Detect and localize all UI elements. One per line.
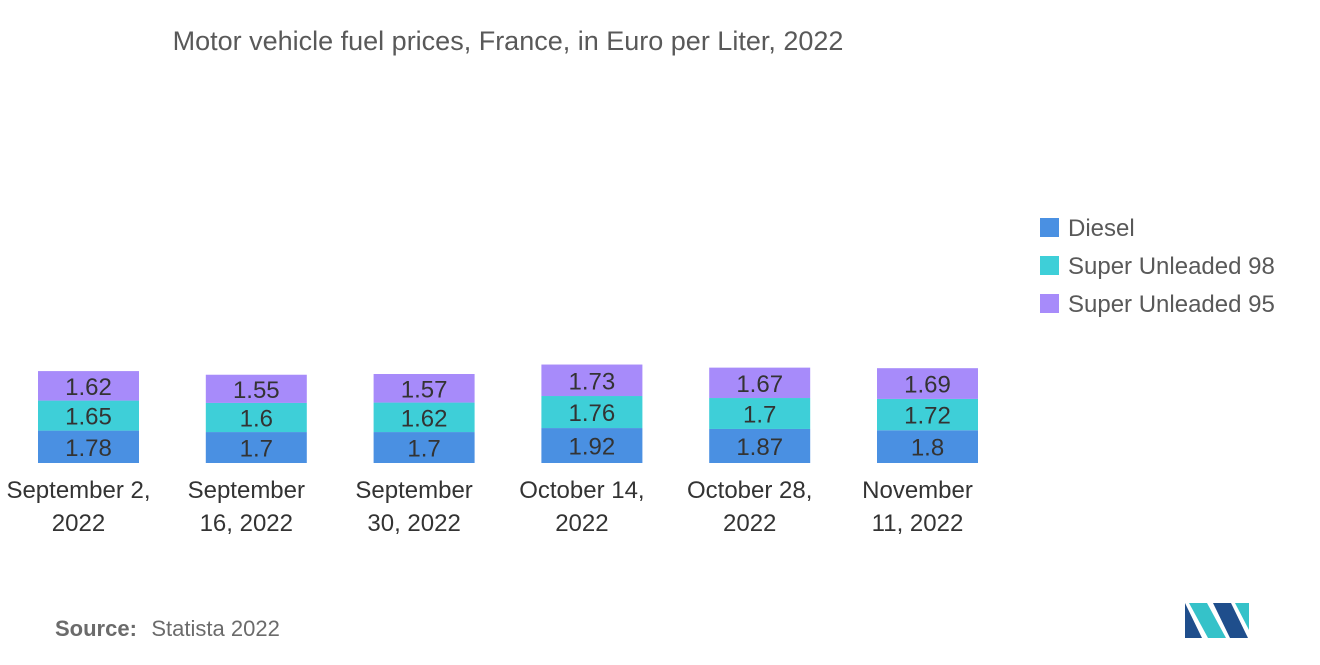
bar-segment-diesel-4 — [709, 428, 811, 463]
bar-segment-diesel-0 — [38, 430, 139, 463]
bar-value-label: 1.62 — [401, 405, 448, 432]
bar-segment-diesel-3 — [541, 428, 643, 463]
bar-segment-super-unleaded-98-3 — [541, 396, 643, 429]
source-text: Statista 2022 — [151, 616, 279, 641]
legend-label: Super Unleaded 98 — [1068, 253, 1275, 280]
source-label: Source: — [55, 616, 137, 641]
category-label: 30, 2022 — [367, 510, 460, 537]
bar-value-label: 1.57 — [401, 376, 448, 403]
category-label: October 28, — [687, 477, 812, 504]
source-line: Source: Statista 2022 — [55, 616, 280, 641]
bar-value-label: 1.78 — [65, 435, 112, 462]
category-label: 16, 2022 — [200, 510, 293, 537]
bar-segment-super-unleaded-98-2 — [373, 402, 475, 433]
bar-value-label: 1.67 — [736, 371, 783, 398]
bar-value-label: 1.76 — [569, 400, 616, 427]
bar-value-label: 1.7 — [407, 436, 440, 463]
bar-segment-super-unleaded-95-5 — [877, 368, 978, 399]
bar-value-label: 1.87 — [736, 434, 783, 461]
logo-mid-shape-2 — [1213, 603, 1248, 638]
bar-segment-super-unleaded-95-2 — [373, 374, 475, 403]
legend-swatch — [1040, 218, 1059, 237]
legend-swatch — [1040, 294, 1059, 313]
bar-segment-super-unleaded-98-5 — [877, 398, 978, 431]
category-labels: September 2, 2022 September 16, 2022 Septemb… — [6, 477, 972, 537]
category-label: November — [862, 477, 973, 504]
bar-segment-super-unleaded-95-3 — [541, 364, 643, 397]
bar-segment-super-unleaded-98-0 — [38, 400, 139, 431]
category-label: 11, 2022 — [872, 510, 964, 537]
bar-segment-super-unleaded-95-0 — [38, 371, 139, 401]
bar-segment-super-unleaded-95-1 — [205, 374, 307, 403]
logo-mid-shape — [1189, 603, 1226, 638]
bars-group: 1.781.651.621.71.61.551.71.621.571.921.7… — [38, 364, 978, 463]
category-label: 2022 — [555, 510, 608, 537]
logo-right-shape — [1235, 603, 1249, 630]
bar-value-label: 1.73 — [569, 368, 616, 395]
bar-segment-diesel-1 — [205, 432, 307, 463]
bar-value-label: 1.7 — [743, 401, 776, 428]
bar-value-label: 1.55 — [233, 377, 280, 404]
bar-value-label: 1.92 — [569, 434, 616, 461]
bar-value-label: 1.7 — [240, 436, 273, 463]
mordor-intelligence-logo-icon — [1185, 603, 1249, 638]
bar-value-label: 1.65 — [65, 404, 112, 431]
bar-segment-diesel-2 — [373, 432, 475, 463]
legend-label: Diesel — [1068, 215, 1135, 242]
bar-value-label: 1.62 — [65, 374, 112, 401]
category-label: September — [188, 477, 305, 504]
bar-value-label: 1.69 — [904, 372, 951, 399]
category-label: 2022 — [52, 510, 105, 537]
legend: Diesel Super Unleaded 98 Super Unleaded 95 — [1040, 215, 1275, 318]
legend-label: Super Unleaded 95 — [1068, 291, 1275, 318]
bar-value-label: 1.8 — [911, 435, 944, 462]
bar-segment-super-unleaded-95-4 — [709, 367, 811, 399]
legend-swatch — [1040, 256, 1059, 275]
bar-segment-diesel-5 — [877, 430, 978, 463]
category-label: September 2, — [6, 477, 150, 504]
bar-value-label: 1.6 — [240, 406, 273, 433]
category-label: September — [355, 477, 472, 504]
bar-segment-super-unleaded-98-4 — [709, 398, 811, 429]
logo-left-shape — [1185, 603, 1202, 638]
category-label: 2022 — [723, 510, 776, 537]
category-label: October 14, — [519, 477, 644, 504]
chart-title: Motor vehicle fuel prices, France, in Eu… — [173, 26, 844, 56]
bar-segment-super-unleaded-98-1 — [205, 402, 307, 433]
bar-value-label: 1.72 — [904, 403, 951, 430]
